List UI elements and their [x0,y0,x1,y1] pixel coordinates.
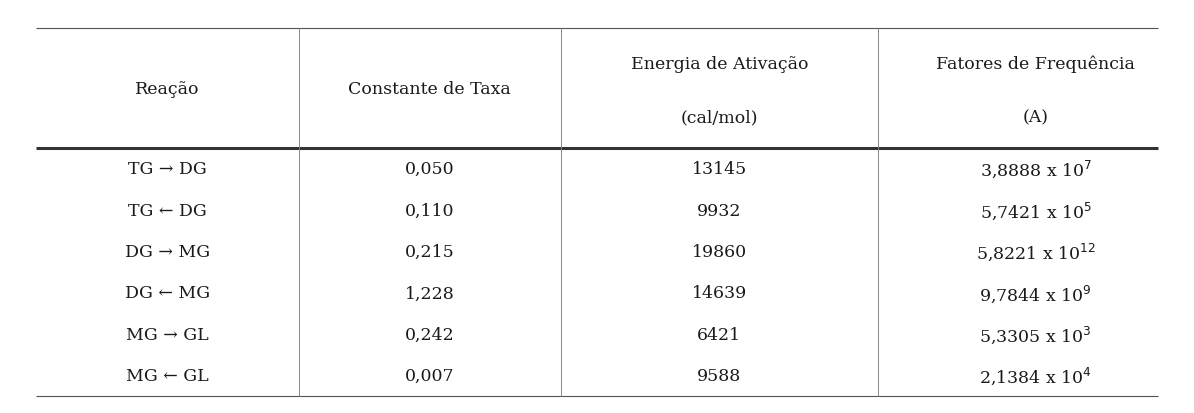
Text: DG → MG: DG → MG [124,243,210,261]
Text: 0,050: 0,050 [405,161,455,178]
Text: 5,8221 x 10$^{12}$: 5,8221 x 10$^{12}$ [975,241,1096,263]
Text: 3,8888 x 10$^{7}$: 3,8888 x 10$^{7}$ [979,159,1093,180]
Text: DG ← MG: DG ← MG [124,285,210,302]
Text: MG → GL: MG → GL [125,326,209,343]
Text: (A): (A) [1023,109,1048,126]
Text: 0,007: 0,007 [405,367,455,385]
Text: 13145: 13145 [691,161,747,178]
Text: 14639: 14639 [691,285,747,302]
Text: 6421: 6421 [697,326,741,343]
Text: 9588: 9588 [697,367,741,385]
Text: TG ← DG: TG ← DG [128,202,207,219]
Text: 1,228: 1,228 [405,285,455,302]
Text: 2,1384 x 10$^{4}$: 2,1384 x 10$^{4}$ [979,365,1093,387]
Text: 0,215: 0,215 [405,243,455,261]
Text: Fatores de Frequência: Fatores de Frequência [936,55,1135,73]
Text: MG ← GL: MG ← GL [125,367,209,385]
Text: 5,7421 x 10$^{5}$: 5,7421 x 10$^{5}$ [979,200,1093,221]
Text: TG → DG: TG → DG [128,161,207,178]
Text: Constante de Taxa: Constante de Taxa [349,80,511,97]
Text: 19860: 19860 [691,243,747,261]
Text: Energia de Ativação: Energia de Ativação [630,55,808,73]
Text: Reação: Reação [135,80,199,97]
Text: 9,7844 x 10$^{9}$: 9,7844 x 10$^{9}$ [979,282,1093,304]
Text: (cal/mol): (cal/mol) [681,109,758,126]
Text: 9932: 9932 [697,202,741,219]
Text: 5,3305 x 10$^{3}$: 5,3305 x 10$^{3}$ [979,324,1093,345]
Text: 0,242: 0,242 [405,326,455,343]
Text: 0,110: 0,110 [405,202,455,219]
